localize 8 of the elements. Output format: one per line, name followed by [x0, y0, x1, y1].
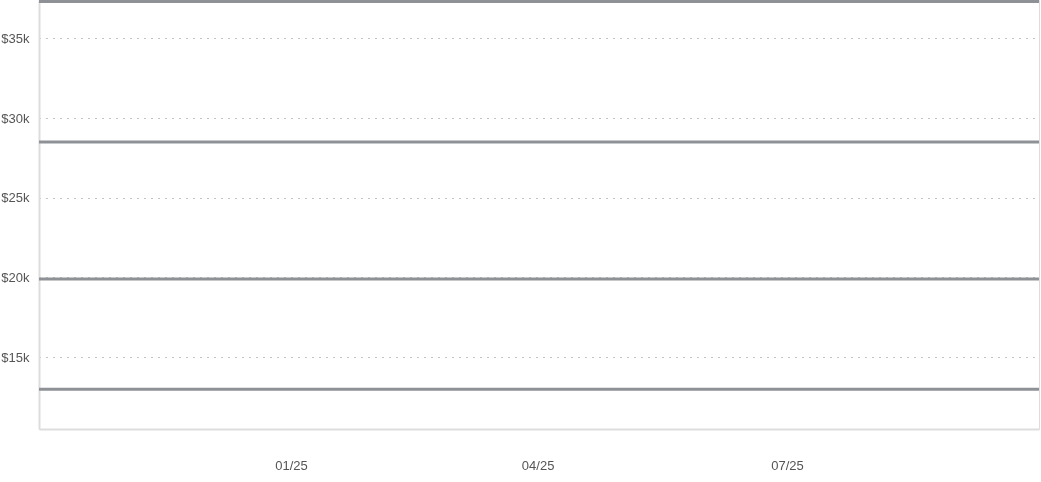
- y-tick-label: $30k: [1, 110, 30, 126]
- y-tick-label: $20k: [1, 269, 30, 285]
- y-tick-label: $35k: [1, 30, 30, 46]
- x-tick-label: 01/25: [275, 457, 308, 473]
- x-tick-label: 04/25: [521, 457, 555, 473]
- y-tick-label: $25k: [1, 190, 30, 206]
- x-tick-label: 07/25: [771, 457, 804, 473]
- y-tick-label: $15k: [1, 349, 30, 365]
